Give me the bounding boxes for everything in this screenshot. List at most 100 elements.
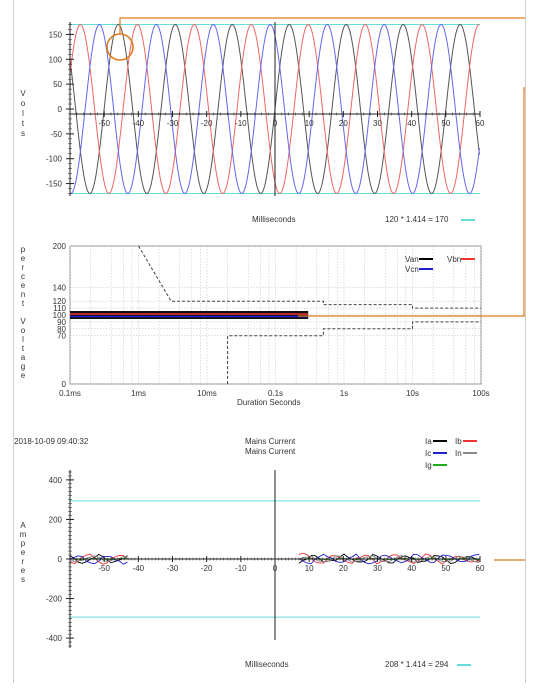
ride-ytick-label: 80: [57, 325, 66, 334]
current-ytick-label: 400: [49, 476, 63, 485]
ride-measurement-band: [70, 311, 309, 319]
ride-ylabel-letter: c: [21, 272, 25, 281]
current-formula: 208 * 1.414 = 294: [385, 660, 449, 669]
voltage-xtick-label: -20: [201, 119, 213, 128]
current-ylabel-letter: A: [20, 521, 26, 530]
current-xtick-label: 10: [305, 564, 314, 573]
current-ytick-label: -400: [46, 634, 63, 643]
ride-ylabel-letter: e: [21, 371, 26, 380]
current-xtick-label: 30: [373, 564, 382, 573]
legend-ia-label: Ia: [425, 437, 432, 446]
ride-ytick-label: 0: [62, 380, 67, 389]
ride-ytick-label: 110: [53, 304, 66, 313]
legend-vbn-label: Vbn: [447, 255, 461, 264]
voltage-ytick-label: -150: [46, 180, 63, 189]
current-ylabel-letter: r: [22, 557, 25, 566]
ride-xlabel: Duration Seconds: [237, 398, 301, 407]
ride-ytick-label: 120: [53, 297, 67, 306]
legend-van-label: Van: [405, 255, 419, 264]
voltage-ytick-label: -100: [46, 155, 63, 164]
current-ylabel-letter: e: [21, 566, 26, 575]
voltage-ylabel-letter: o: [21, 99, 26, 108]
voltage-xtick-label: -40: [133, 119, 145, 128]
ride-ylabel-letter: o: [21, 326, 26, 335]
legend-vcn-label: Vcn: [405, 265, 419, 274]
ride-callout-line-v: [523, 87, 525, 316]
ride-ytick-label: 70: [57, 332, 66, 341]
current-ylabel-letter: m: [20, 530, 27, 539]
current-in-trace: [298, 554, 480, 564]
voltage-ytick-label: 150: [49, 30, 63, 39]
ride-xtick-label: 10ms: [197, 389, 217, 398]
current-xtick-label: 40: [407, 564, 416, 573]
voltage-ylabel-letter: s: [21, 129, 25, 138]
legend-ic-label: Ic: [425, 449, 431, 458]
ride-xtick-label: 1ms: [131, 389, 146, 398]
ride-ylabel-letter: t: [22, 344, 25, 353]
legend-in-label: In: [455, 449, 462, 458]
voltage-waveform-chart: -50 -40 -30 -20 -10 0 10 20 30 40 50 60 150100500-5…: [20, 22, 485, 224]
current-ic-trace: [298, 553, 480, 565]
voltage-ytick-label: 100: [49, 55, 63, 64]
voltage-xtick-label: -50: [98, 119, 110, 128]
voltage-xtick-label: 0: [273, 119, 278, 128]
ride-upper-envelope: [138, 245, 481, 309]
voltage-xtick-label: 60: [476, 119, 485, 128]
current-xtick-label: 60: [476, 564, 485, 573]
legend-ib-label: Ib: [455, 437, 462, 446]
current-ylabel-letter: s: [21, 575, 25, 584]
annotation-callouts: [106, 17, 525, 561]
current-xtick-label: 0: [273, 564, 278, 573]
voltage-xtick-label: -30: [167, 119, 179, 128]
ride-ylabel-letter: e: [21, 281, 26, 290]
current-ytick-label: 0: [58, 555, 63, 564]
current-xtick-label: -40: [133, 564, 145, 573]
ride-ylabel-letter: a: [21, 353, 26, 362]
current-xtick-label: -50: [98, 564, 110, 573]
ride-ylabel-letter: t: [22, 299, 25, 308]
ride-ytick-label: 140: [53, 283, 67, 292]
voltage-ylabel-letter: t: [22, 119, 25, 128]
ride-ylabel-letter: p: [21, 245, 26, 254]
ride-xtick-label: 100s: [472, 389, 489, 398]
ride-ylabel-letter: n: [21, 290, 25, 299]
ride-ylabel-letter: g: [21, 362, 25, 371]
ride-ytick-label: 100: [53, 311, 67, 320]
current-xtick-label: 20: [339, 564, 348, 573]
voltage-ytick-label: 0: [58, 105, 63, 114]
report-svg: -50 -40 -30 -20 -10 0 10 20 30 40 50 60 150100500-5…: [14, 17, 525, 669]
timestamp: 2018-10-09 09:40:32: [14, 437, 89, 446]
voltage-formula: 120 * 1.414 = 170: [385, 215, 449, 224]
voltage-xtick-label: 10: [305, 119, 314, 128]
ride-ytick-label: 200: [53, 242, 67, 251]
current-xtick-label: -20: [201, 564, 213, 573]
voltage-xtick-label: 50: [441, 119, 450, 128]
legend-ig-label: Ig: [425, 461, 432, 470]
ride-ylabel-letter: r: [22, 263, 25, 272]
current-title-2: Mains Current: [245, 447, 296, 456]
peak-highlight-circle: [106, 33, 134, 61]
ride-xtick-label: 1s: [340, 389, 348, 398]
current-xtick-label: -30: [167, 564, 179, 573]
voltage-ylabel-letter: l: [22, 109, 24, 118]
report-panel: -50 -40 -30 -20 -10 0 10 20 30 40 50 60 150 100 50 0 -5…: [13, 0, 526, 683]
current-ylabel-letter: e: [21, 548, 26, 557]
ride-xtick-label: 10s: [406, 389, 419, 398]
voltage-ytick-label: -50: [50, 130, 62, 139]
ride-xtick-label: 0.1ms: [59, 389, 81, 398]
current-waveform-chart: 2018-10-09 09:40:32 Mains Current Mains …: [14, 437, 485, 669]
ride-ylabel-letter: e: [21, 254, 26, 263]
ride-ytick-label: 90: [57, 318, 66, 327]
voltage-xtick-label: 40: [407, 119, 416, 128]
voltage-xlabel: Milliseconds: [252, 215, 296, 224]
current-title-1: Mains Current: [245, 437, 296, 446]
ride-ylabel-letter: V: [20, 317, 26, 326]
current-xlabel: Milliseconds: [245, 660, 289, 669]
voltage-xtick-label: -10: [235, 119, 247, 128]
current-ytick-label: 200: [49, 515, 63, 524]
current-ylabel-letter: p: [21, 539, 26, 548]
ride-xtick-label: 0.1s: [268, 389, 283, 398]
current-xtick-label: 50: [441, 564, 450, 573]
voltage-ylabel-letter: V: [20, 89, 26, 98]
